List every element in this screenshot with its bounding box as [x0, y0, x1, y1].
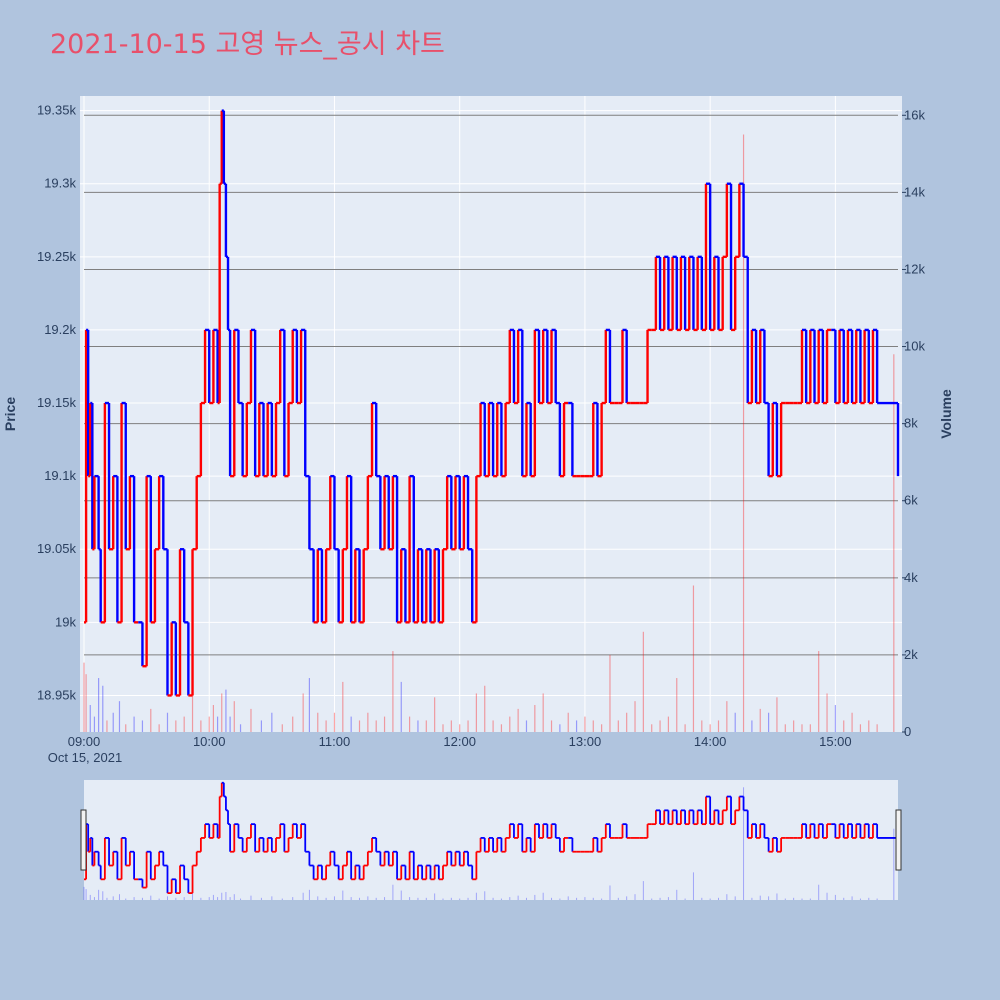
- volume-tick-label: 2k: [904, 647, 918, 662]
- range-slider-background[interactable]: [84, 780, 898, 900]
- volume-tick-label: 12k: [904, 261, 925, 276]
- price-tick-label: 19.25k: [37, 249, 77, 264]
- price-tick-label: 19.35k: [37, 103, 77, 118]
- volume-axis-title: Volume: [938, 389, 954, 439]
- price-tick-label: 19.05k: [37, 541, 77, 556]
- volume-tick-label: 16k: [904, 107, 925, 122]
- volume-axis: 0 2k 4k 6k 8k 10k 12k 14k 16k: [902, 107, 925, 739]
- time-tick-label: 10:00: [193, 734, 226, 749]
- price-tick-label: 19.3k: [44, 176, 76, 191]
- time-tick-label: 11:00: [319, 734, 351, 749]
- date-label: Oct 15, 2021: [48, 750, 122, 765]
- volume-tick-label: 10k: [904, 339, 925, 354]
- price-series: [84, 109, 900, 697]
- volume-tick-label: 14k: [904, 184, 925, 199]
- price-tick-label: 19k: [55, 614, 76, 629]
- volume-tick-label: 6k: [904, 493, 918, 508]
- range-slider-right-handle[interactable]: [895, 809, 902, 871]
- price-axis-title: Price: [2, 397, 18, 431]
- main-plot-background: [80, 96, 902, 732]
- time-tick-label: 15:00: [819, 734, 852, 749]
- time-axis: 09:00 10:00 11:00 12:00 13:00 14:00 15:00: [68, 734, 852, 749]
- time-tick-label: 09:00: [68, 734, 101, 749]
- volume-tick-label: 4k: [904, 570, 918, 585]
- price-tick-label: 18.95k: [37, 687, 77, 702]
- chart-title: 2021-10-15 고영 뉴스_공시 차트: [50, 29, 445, 60]
- gridlines: [80, 96, 902, 732]
- volume-tick-label: 8k: [904, 416, 918, 431]
- price-tick-label: 19.2k: [44, 322, 76, 337]
- range-slider-preview: [83, 781, 899, 900]
- range-slider-left-handle[interactable]: [80, 809, 87, 871]
- time-tick-label: 12:00: [443, 734, 476, 749]
- volume-tick-label: 0: [904, 724, 911, 739]
- time-tick-label: 13:00: [569, 734, 602, 749]
- time-tick-label: 14:00: [694, 734, 727, 749]
- price-tick-label: 19.1k: [44, 468, 76, 483]
- price-axis: 18.95k 19k 19.05k 19.1k 19.15k 19.2k 19.25k 19.…: [37, 103, 77, 703]
- price-tick-label: 19.15k: [37, 395, 77, 410]
